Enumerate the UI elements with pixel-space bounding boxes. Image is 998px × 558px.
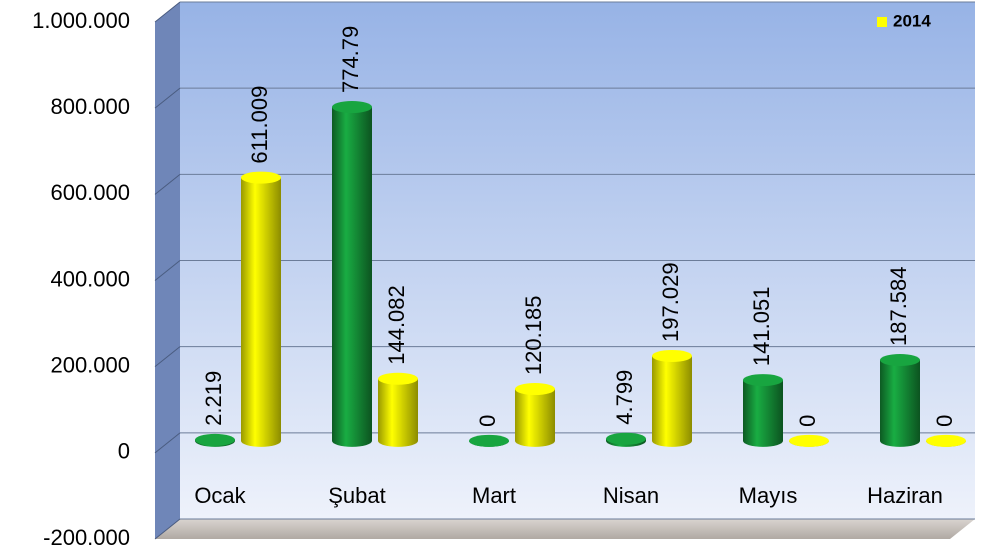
legend-swatch bbox=[877, 17, 887, 27]
y-tick-label: 0 bbox=[118, 439, 130, 464]
grid-line-side bbox=[154, 87, 181, 109]
value-label: 2.219 bbox=[201, 371, 226, 426]
bar-top bbox=[606, 432, 646, 445]
bar bbox=[743, 380, 783, 447]
bar bbox=[515, 389, 555, 447]
x-tick-label: Nisan bbox=[603, 483, 659, 508]
y-tick-label: 1.000.000 bbox=[32, 8, 130, 33]
y-tick-label: 200.000 bbox=[50, 352, 130, 377]
x-tick-label: Şubat bbox=[328, 483, 386, 508]
grid-line-side bbox=[154, 346, 181, 368]
bar-top bbox=[926, 434, 966, 447]
bar-top bbox=[515, 383, 555, 396]
y-tick-label: 600.000 bbox=[50, 180, 130, 205]
y-tick-label: 400.000 bbox=[50, 266, 130, 291]
bar bbox=[332, 107, 372, 447]
bar bbox=[378, 378, 418, 447]
x-tick-label: Haziran bbox=[867, 483, 943, 508]
bar-top bbox=[743, 374, 783, 387]
grid-line-side bbox=[154, 1, 181, 23]
value-label: 611.009 bbox=[247, 86, 272, 164]
bar-top bbox=[378, 372, 418, 385]
value-label: 774.79 bbox=[338, 26, 363, 93]
bar-top bbox=[332, 101, 372, 114]
bar-top bbox=[652, 349, 692, 362]
bar-top bbox=[880, 354, 920, 367]
grid-line-side bbox=[154, 432, 181, 454]
grid-line-side bbox=[154, 173, 181, 195]
value-label: 144.082 bbox=[384, 285, 409, 365]
x-tick-label: Mart bbox=[472, 483, 516, 508]
grid-line-side bbox=[154, 518, 181, 540]
x-tick-label: Mayıs bbox=[739, 483, 798, 508]
value-label: 0 bbox=[475, 415, 500, 427]
bar-top bbox=[195, 433, 235, 446]
bar-top bbox=[789, 434, 829, 447]
value-label: 120.185 bbox=[521, 296, 546, 376]
y-tick-label: -200.000 bbox=[43, 525, 130, 550]
value-label: 141.051 bbox=[749, 287, 774, 367]
value-label: 197.029 bbox=[658, 262, 683, 342]
x-tick-label: Ocak bbox=[194, 483, 246, 508]
bar bbox=[241, 177, 281, 447]
value-label: 0 bbox=[932, 415, 957, 427]
y-tick-label: 800.000 bbox=[50, 94, 130, 119]
value-label: 187.584 bbox=[886, 266, 911, 346]
bar-top bbox=[469, 434, 509, 447]
value-label: 4.799 bbox=[612, 370, 637, 425]
bar bbox=[652, 355, 692, 447]
bar bbox=[880, 360, 920, 447]
bar-top bbox=[241, 171, 281, 184]
legend-label: 2014 bbox=[893, 11, 931, 30]
value-label: 0 bbox=[795, 415, 820, 427]
floor bbox=[155, 519, 975, 539]
grid-line-side bbox=[154, 260, 181, 281]
